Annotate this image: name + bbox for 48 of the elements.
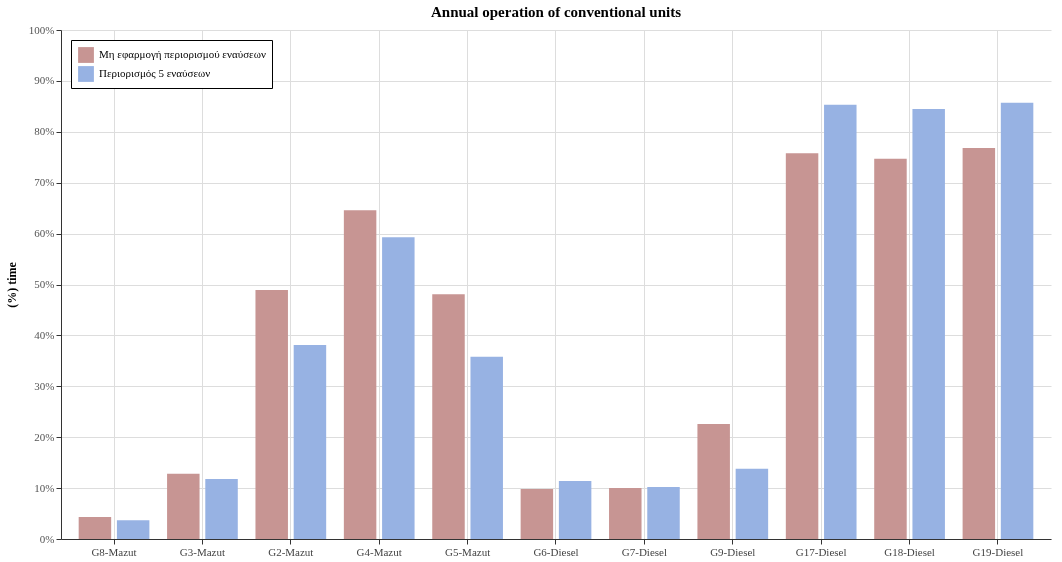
y-tick-label: 70% xyxy=(34,176,55,189)
y-axis-title: (%) time xyxy=(4,261,19,308)
legend-label: Μη εφαρμογή περιορισμού εναύσεων xyxy=(99,48,266,60)
bar xyxy=(78,517,112,539)
y-tick-label: 100% xyxy=(28,23,55,36)
x-tick-label: G9-Diesel xyxy=(710,545,756,558)
x-tick-label: G19-Diesel xyxy=(972,545,1024,558)
bar xyxy=(470,356,503,539)
x-tick-label: G6-Diesel xyxy=(533,545,579,558)
bar xyxy=(167,473,200,539)
bar xyxy=(558,480,592,539)
bar xyxy=(824,104,857,539)
bar xyxy=(1000,102,1034,539)
x-tick-label: G8-Mazut xyxy=(91,545,137,558)
bar xyxy=(293,345,327,539)
y-tick-label: 10% xyxy=(34,481,55,494)
bar xyxy=(382,237,415,539)
chart-title: Annual operation of conventional units xyxy=(430,4,682,20)
x-tick-label: G2-Mazut xyxy=(268,545,314,558)
x-tick-label: G18-Diesel xyxy=(884,545,935,558)
x-tick-label: G3-Mazut xyxy=(179,545,226,558)
y-tick-label: 40% xyxy=(34,328,55,341)
x-tick-label: G4-Mazut xyxy=(356,545,402,558)
x-tick-label: G17-Diesel xyxy=(795,545,847,558)
bar xyxy=(520,489,554,539)
bar xyxy=(735,468,769,539)
bar xyxy=(697,423,730,539)
x-tick-label: G7-Diesel xyxy=(621,545,667,558)
y-tick-label: 80% xyxy=(34,125,55,138)
bar xyxy=(255,290,288,539)
bar xyxy=(343,210,377,539)
bar xyxy=(785,153,819,539)
y-tick-label: 60% xyxy=(34,227,55,240)
y-tick-label: 90% xyxy=(34,74,55,87)
bar xyxy=(432,294,465,539)
legend-label: Περιορισμός 5 εναύσεων xyxy=(99,67,211,79)
bar xyxy=(205,478,238,539)
x-tick-label: G5-Mazut xyxy=(445,545,491,558)
bar xyxy=(647,487,680,539)
y-tick-label: 50% xyxy=(34,278,55,290)
y-tick-label: 30% xyxy=(34,379,55,392)
y-tick-label: 0% xyxy=(39,532,55,545)
bar xyxy=(962,148,996,539)
bar xyxy=(912,108,945,539)
bar xyxy=(609,488,642,539)
bar xyxy=(874,158,907,539)
bar xyxy=(116,520,150,539)
y-tick-label: 20% xyxy=(34,430,55,443)
